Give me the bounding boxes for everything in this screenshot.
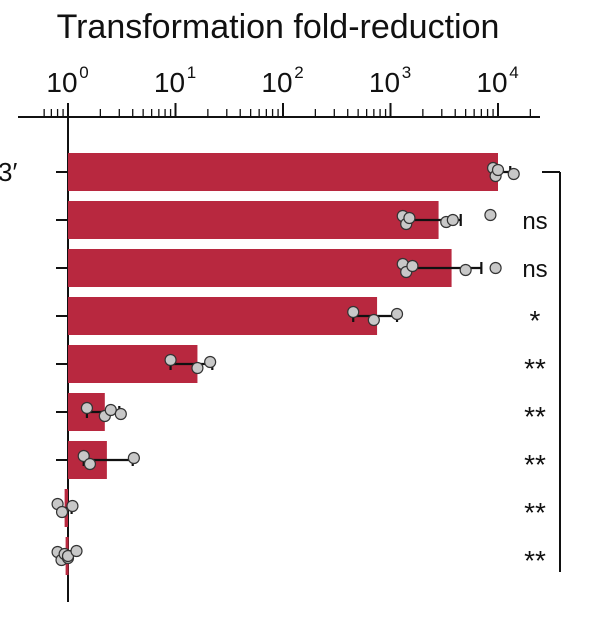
x-tick-exponent: 4 <box>509 63 518 82</box>
x-tick-label: 10 <box>476 67 507 98</box>
data-point <box>406 259 419 273</box>
x-tick-exponent: 1 <box>187 63 196 82</box>
data-point <box>164 353 177 367</box>
data-point <box>104 403 117 417</box>
x-tick-label: 10 <box>154 67 185 98</box>
data-point <box>66 499 79 513</box>
data-point <box>446 213 459 227</box>
row-label: 3′ <box>0 157 17 187</box>
data-point <box>459 263 472 277</box>
data-point <box>80 401 94 415</box>
x-tick-exponent: 0 <box>79 63 88 82</box>
data-point <box>347 305 360 319</box>
significance-label: ** <box>524 449 546 480</box>
data-point <box>367 313 380 327</box>
data-points <box>51 161 520 567</box>
x-tick-label: 10 <box>46 67 77 98</box>
significance-label: ns <box>522 256 547 283</box>
significance-label: * <box>530 305 541 336</box>
significance-label: ** <box>524 545 546 576</box>
data-point <box>491 163 505 177</box>
bar <box>68 249 452 287</box>
data-point <box>77 449 90 463</box>
data-point <box>390 307 404 321</box>
data-point <box>55 505 69 519</box>
bar <box>68 201 439 239</box>
significance-label: ** <box>524 353 546 384</box>
data-point <box>489 261 502 275</box>
significance-label: ** <box>524 401 546 432</box>
data-point <box>114 407 127 421</box>
x-tick-label: 10 <box>261 67 292 98</box>
x-tick-exponent: 3 <box>402 63 411 82</box>
data-point <box>204 355 217 369</box>
x-tick-exponent: 2 <box>294 63 303 82</box>
data-point <box>484 208 497 222</box>
data-point <box>83 457 97 471</box>
chart-title: Transformation fold-reduction <box>57 8 500 46</box>
data-point <box>403 211 416 225</box>
significance-label: ** <box>524 497 546 528</box>
data-point <box>70 544 83 558</box>
data-point <box>127 451 140 465</box>
significance-label: ns <box>522 208 547 235</box>
bars <box>64 153 498 575</box>
bar <box>68 153 498 191</box>
data-point <box>507 167 520 181</box>
x-tick-label: 10 <box>369 67 400 98</box>
bar <box>68 297 378 335</box>
data-point <box>191 361 204 375</box>
